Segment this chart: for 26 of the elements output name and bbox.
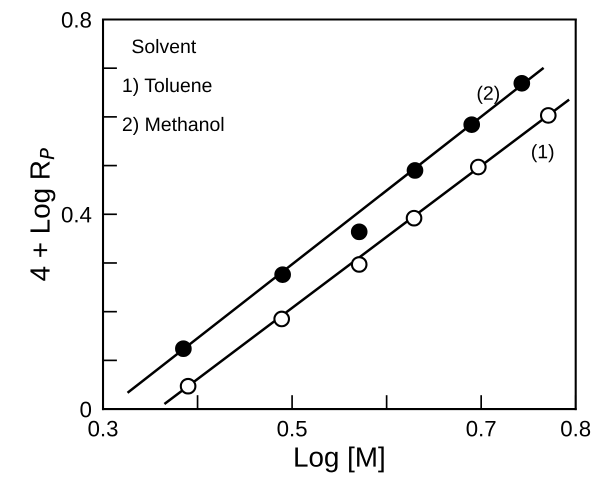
annotation: Solvent [132,38,196,54]
y-axis-title: 4 + Log R$_{P}$ [30,148,56,281]
point [540,107,557,124]
x-axis-title: Log [M] [295,446,384,472]
x-tick-label: 0.8 [561,420,590,437]
point [175,340,192,358]
point [274,266,291,283]
annotation: 2) Methanol [122,116,224,135]
y-tick-label: 0.8 [62,12,91,28]
point [273,310,290,328]
point [470,158,487,176]
annotation: 1) Toluene [123,78,212,96]
point [513,74,530,92]
y-tick-label: 0.4 [62,206,92,223]
point [406,162,424,179]
point [350,256,368,273]
x-tick-label: 0.3 [88,420,118,437]
annotation: (1) [532,144,554,162]
point [463,116,480,133]
x-tick-label: 0.7 [466,420,496,437]
x-tick-label: 0.5 [278,420,307,437]
annotation: (2) [478,86,499,104]
point [406,210,422,227]
point [350,223,368,240]
point [180,378,196,395]
y-tick-label: 0 [80,402,92,418]
